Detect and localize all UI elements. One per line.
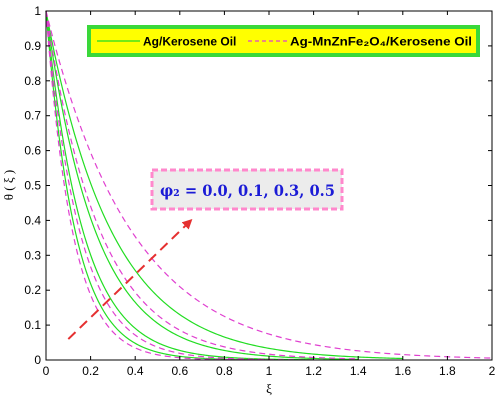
annotation-text: φ₂ = 0.0, 0.1, 0.3, 0.5 [160,181,335,200]
y-tick-label: 0.5 [24,179,41,193]
x-tick-label: 0.2 [82,364,99,378]
x-tick-label: 0 [43,364,50,378]
y-tick-label: 0.1 [24,318,41,332]
x-tick-label: 1.2 [305,364,322,378]
y-tick-label: 0.2 [24,283,41,297]
ticks-layer: 0 0.2 0.4 0.6 0.8 1 1.2 1.4 1.6 1.8 2 0 0.1 0.2 0.3 0.4… [24,4,495,378]
x-axis-label: ξ [266,381,272,396]
x-tick-label: 1.8 [439,364,456,378]
x-tick-label: 2 [489,364,496,378]
series-line-8 [45,10,493,359]
x-tick-label: 0.4 [127,364,144,378]
series-line-4 [45,10,403,360]
x-tick-label: 1.4 [350,364,367,378]
annotation-box [150,168,344,211]
legend-label-hybrid: Ag-MnZnFe₂O₄/Kerosene Oil [290,35,472,49]
y-tick-label: 0.8 [24,74,41,88]
y-tick-label: 0.9 [24,39,41,53]
legend: Ag/Kerosene Oil Ag-MnZnFe₂O₄/Kerosene Oi… [87,25,480,57]
x-tick-label: 0.8 [216,364,233,378]
y-tick-label: 0.4 [24,213,41,227]
y-tick-label: 0.3 [24,248,41,262]
x-tick-label: 0.6 [171,364,188,378]
y-tick-label: 1 [34,4,41,18]
y-tick-label: 0.7 [24,109,41,123]
x-tick-label: 1.6 [394,364,411,378]
y-axis-label: θ ( ξ ) [1,170,16,200]
annotation: φ₂ = 0.0, 0.1, 0.3, 0.5 [67,168,344,340]
series-line-3 [45,10,359,360]
series-line-5 [45,10,269,361]
x-tick-label: 1 [266,364,273,378]
legend-label-ag: Ag/Kerosene Oil [143,35,236,49]
y-tick-label: 0.6 [24,144,41,158]
y-tick-label: 0 [34,353,41,367]
series-line-7 [45,10,359,360]
annotation-arrow [67,219,193,340]
